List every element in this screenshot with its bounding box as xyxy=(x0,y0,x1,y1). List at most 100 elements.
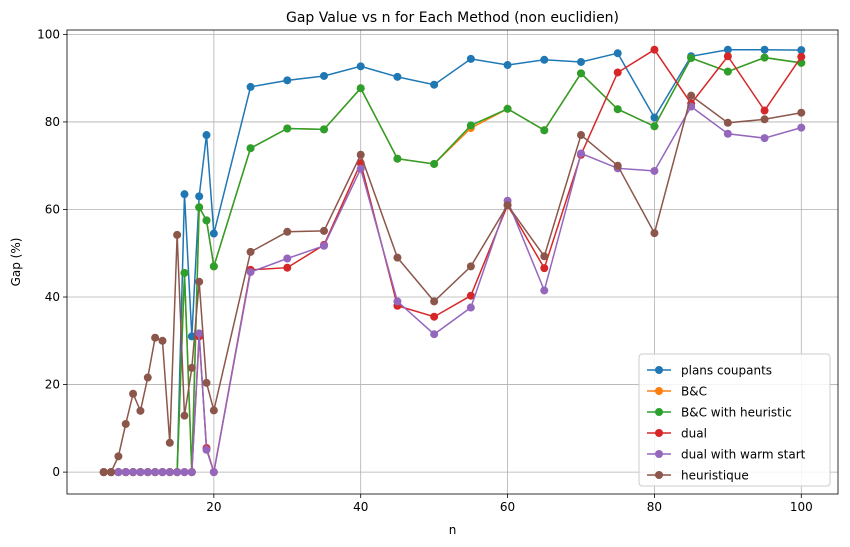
data-point xyxy=(151,468,160,477)
data-point xyxy=(723,52,732,61)
data-point xyxy=(577,131,585,140)
data-point xyxy=(687,91,696,100)
data-point xyxy=(650,113,659,122)
y-tick-label: 20 xyxy=(45,378,60,392)
data-point xyxy=(723,118,732,127)
data-point xyxy=(195,329,204,338)
data-point xyxy=(723,67,732,76)
legend-marker xyxy=(655,387,663,395)
data-point xyxy=(202,445,211,454)
data-point xyxy=(650,166,659,175)
data-point xyxy=(246,82,255,91)
y-tick-label: 100 xyxy=(37,27,60,41)
data-point xyxy=(187,468,196,477)
data-point xyxy=(650,122,659,131)
data-point xyxy=(320,241,328,250)
data-point xyxy=(393,297,402,306)
axes-frame xyxy=(66,29,839,495)
data-point xyxy=(202,378,211,387)
legend-marker xyxy=(655,450,663,458)
data-point xyxy=(613,49,622,58)
data-point xyxy=(121,468,130,477)
data-point xyxy=(540,252,549,261)
legend-label: plans coupants xyxy=(681,364,772,378)
series-layer xyxy=(99,45,806,477)
data-point xyxy=(393,253,402,262)
data-point xyxy=(320,71,328,80)
data-point xyxy=(356,84,365,93)
data-point xyxy=(283,76,292,85)
data-point xyxy=(797,108,806,117)
data-point xyxy=(165,468,174,477)
data-point xyxy=(393,154,402,163)
x-tick-label: 60 xyxy=(500,500,515,514)
data-point xyxy=(430,159,439,168)
data-point xyxy=(540,286,549,295)
x-tick-label: 100 xyxy=(790,500,813,514)
axes xyxy=(66,29,839,495)
data-point xyxy=(430,312,439,321)
data-point xyxy=(158,336,167,345)
legend-label: dual xyxy=(681,427,707,441)
data-point xyxy=(136,468,145,477)
data-point xyxy=(797,46,806,55)
data-point xyxy=(202,131,211,140)
data-point xyxy=(283,254,292,263)
data-point xyxy=(760,45,769,54)
data-point xyxy=(577,69,585,78)
data-point xyxy=(180,268,189,277)
data-point xyxy=(613,68,622,77)
legend-item: heuristique xyxy=(647,469,749,483)
data-point xyxy=(797,123,806,132)
data-point xyxy=(650,229,659,238)
data-point xyxy=(430,297,439,306)
x-tick-label: 20 xyxy=(206,500,221,514)
data-point xyxy=(687,54,696,63)
y-axis-label: Gap (%) xyxy=(9,238,23,287)
legend: plans coupants B&C B&C with heuristic dual d… xyxy=(638,353,831,487)
data-point xyxy=(577,57,585,66)
data-point xyxy=(129,468,138,477)
data-point xyxy=(99,468,108,477)
data-point xyxy=(723,129,732,138)
legend-label: dual with warm start xyxy=(681,448,806,462)
data-point xyxy=(393,72,402,81)
data-point xyxy=(209,406,218,415)
data-point xyxy=(356,150,365,159)
data-point xyxy=(129,389,138,398)
data-point xyxy=(430,80,439,89)
data-point xyxy=(143,468,152,477)
data-point xyxy=(136,406,145,415)
data-point xyxy=(320,226,328,235)
data-point xyxy=(180,411,189,420)
data-point xyxy=(760,53,769,62)
data-point xyxy=(356,164,365,173)
data-point xyxy=(180,468,189,477)
data-point xyxy=(209,229,218,238)
y-tick-label: 60 xyxy=(45,202,60,216)
data-point xyxy=(209,262,218,271)
data-point xyxy=(158,468,167,477)
data-point xyxy=(209,468,218,477)
data-point xyxy=(151,333,160,342)
x-axis-label: n xyxy=(449,523,457,537)
data-point xyxy=(173,230,182,239)
data-point xyxy=(173,468,182,477)
data-point xyxy=(356,62,365,71)
data-point xyxy=(466,303,475,312)
legend-label: heuristique xyxy=(681,469,749,483)
data-point xyxy=(503,104,512,113)
data-point xyxy=(107,468,116,477)
data-point xyxy=(760,115,769,124)
legend-label: B&C with heuristic xyxy=(681,406,792,420)
data-point xyxy=(613,161,622,170)
data-point xyxy=(430,330,439,339)
data-point xyxy=(195,192,204,201)
data-point xyxy=(143,373,152,382)
data-point xyxy=(760,106,769,115)
data-point xyxy=(165,438,174,447)
data-point xyxy=(650,45,659,54)
legend-marker xyxy=(655,471,663,479)
data-point xyxy=(114,468,123,477)
legend-item: B&C xyxy=(647,385,707,399)
